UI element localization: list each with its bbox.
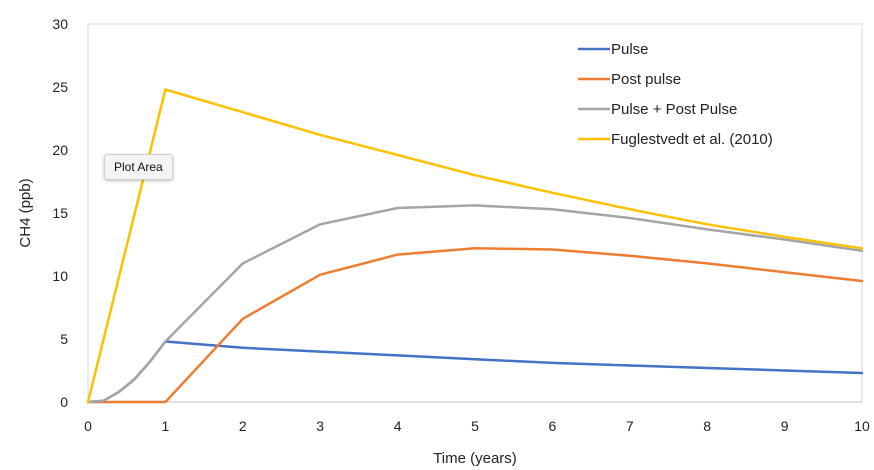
x-tick-label: 7 [626,418,634,434]
y-tick-label: 30 [52,16,68,32]
y-tick-label: 0 [60,394,68,410]
x-tick-label: 2 [239,418,247,434]
y-tick-label: 15 [52,205,68,221]
series-line-3 [86,204,864,404]
x-tick-label: 8 [703,418,711,434]
x-tick-label: 3 [316,418,324,434]
y-axis-title: CH4 (ppb) [17,178,34,247]
x-tick-label: 6 [549,418,557,434]
x-tick-label: 9 [781,418,789,434]
x-tick-label: 5 [471,418,479,434]
x-tick-label: 0 [84,418,92,434]
x-axis-ticks: 0 1 2 3 4 5 6 7 8 9 10 [84,418,870,434]
y-tick-label: 25 [52,79,68,95]
y-tick-label: 5 [60,331,68,347]
plot-area [87,23,863,403]
plot-area-tooltip: Plot Area [104,154,173,180]
series-line-4 [86,88,864,404]
x-tick-label: 1 [162,418,170,434]
x-tick-label: 10 [854,418,870,434]
series-lines [86,88,864,404]
legend-label: Pulse + Post Pulse [611,101,737,118]
y-tick-label: 20 [52,142,68,158]
legend-label: Fuglestvedt et al. (2010) [611,131,773,148]
x-axis-title: Time (years) [433,450,517,467]
legend: Pulse Post pulse Pulse + Post Pulse Fuglest… [578,41,773,148]
series-line-1 [86,340,864,404]
series-line-2 [86,247,864,404]
legend-label: Pulse [611,41,649,58]
y-tick-label: 10 [52,268,68,284]
x-tick-label: 4 [394,418,402,434]
legend-label: Post pulse [611,71,681,88]
y-axis-ticks: 0 5 10 15 20 25 30 [52,16,68,410]
